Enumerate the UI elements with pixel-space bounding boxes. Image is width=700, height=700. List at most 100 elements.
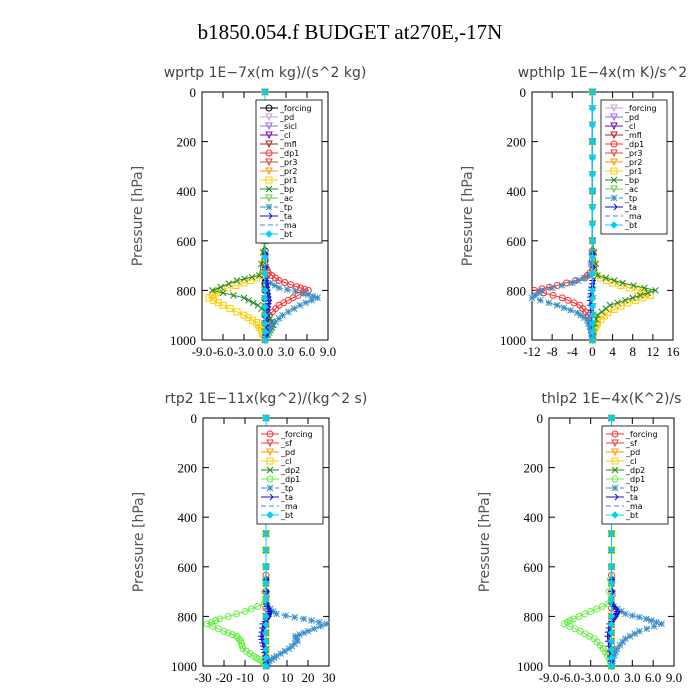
legend-label: _forcing: [279, 104, 312, 113]
marker: [266, 511, 274, 519]
x-tick-label: 8: [629, 344, 636, 359]
marker: [293, 636, 301, 643]
marker: [266, 484, 274, 492]
marker: [248, 273, 256, 281]
marker: [216, 615, 224, 623]
y-tick-label: 1000: [500, 333, 526, 348]
marker: [610, 167, 618, 175]
chart-title: thlp2 1E−4x(K^2)/s: [542, 391, 682, 407]
marker: [265, 194, 273, 203]
marker: [266, 466, 274, 474]
marker: [300, 289, 307, 297]
marker: [210, 296, 218, 304]
marker: [619, 279, 626, 287]
marker: [588, 237, 597, 245]
marker: [611, 203, 618, 211]
marker: [300, 629, 308, 637]
x-tick-label: 16: [667, 344, 681, 359]
marker: [611, 430, 619, 438]
x-tick-label: -20: [215, 670, 232, 685]
x-tick-label: 0.0: [603, 670, 619, 685]
marker: [611, 457, 619, 465]
legend-label: _cl: [625, 457, 637, 466]
legend-label: _tp: [280, 484, 293, 493]
marker: [266, 475, 274, 483]
series-line: [530, 92, 593, 341]
marker: [617, 302, 625, 310]
marker: [549, 291, 557, 299]
marker: [209, 622, 217, 630]
y-tick-label: 600: [177, 234, 197, 249]
marker: [290, 305, 298, 312]
marker: [240, 311, 248, 319]
legend-label: _forcing: [624, 104, 657, 113]
legend-box: [256, 425, 324, 525]
marker: [607, 563, 616, 571]
marker: [644, 289, 652, 297]
marker: [292, 634, 300, 642]
marker: [233, 277, 241, 284]
x-tick-label: -10: [236, 670, 253, 685]
marker: [610, 305, 618, 313]
x-tick-label: 9.0: [666, 670, 682, 685]
marker: [308, 296, 316, 304]
marker: [610, 185, 618, 194]
marker: [262, 596, 270, 604]
marker: [553, 301, 561, 309]
legend-label: _bp: [624, 176, 639, 185]
marker: [261, 294, 269, 303]
marker: [588, 253, 597, 262]
x-tick-label: -8: [547, 344, 558, 359]
y-tick-label: 600: [524, 560, 544, 575]
marker: [588, 319, 597, 328]
marker: [262, 530, 270, 538]
y-tick-label: 0: [520, 85, 527, 100]
marker: [598, 602, 606, 610]
marker: [611, 511, 619, 519]
legend-label: _pr2: [624, 158, 642, 167]
marker: [225, 280, 233, 288]
marker: [281, 279, 289, 287]
marker: [586, 323, 594, 331]
marker: [630, 282, 637, 289]
marker: [635, 627, 643, 635]
legend-label: _tp: [624, 194, 637, 203]
y-tick-label: 400: [178, 510, 198, 525]
legend-label: _pr2: [279, 167, 297, 176]
chart-title: wprtp 1E−7x(m kg)/(s^2 kg): [164, 65, 367, 81]
y-tick-label: 600: [178, 560, 198, 575]
marker: [611, 475, 619, 483]
marker: [607, 579, 616, 588]
marker: [271, 282, 279, 289]
marker: [256, 272, 263, 279]
marker: [548, 284, 556, 292]
marker: [641, 284, 648, 292]
marker: [622, 635, 629, 643]
legend-label: _tp: [625, 484, 638, 493]
marker: [233, 308, 241, 316]
marker: [261, 319, 269, 328]
marker: [588, 336, 597, 344]
x-tick-label: 0: [263, 670, 270, 685]
y-tick-label: 200: [507, 135, 527, 150]
legend: _forcing_sf_pd_cl_dp2_dp1_tp_ta_ma_bt: [601, 425, 669, 525]
page-title: b1850.054.f BUDGET at270E,-17N: [197, 20, 503, 44]
legend-label: _forcing: [280, 430, 313, 439]
marker: [262, 620, 270, 629]
marker: [317, 622, 324, 630]
legend-label: _ma: [625, 502, 643, 511]
x-tick-label: -9.0: [192, 344, 213, 359]
marker: [607, 414, 616, 422]
marker: [241, 275, 248, 283]
marker: [261, 303, 269, 311]
marker: [607, 645, 616, 654]
marker: [283, 286, 291, 293]
marker: [262, 579, 270, 588]
marker: [631, 630, 639, 638]
marker: [581, 610, 589, 618]
marker: [587, 607, 595, 615]
x-tick-label: -6.0: [213, 344, 234, 359]
marker: [567, 306, 574, 314]
marker: [592, 315, 600, 323]
marker: [245, 296, 253, 304]
